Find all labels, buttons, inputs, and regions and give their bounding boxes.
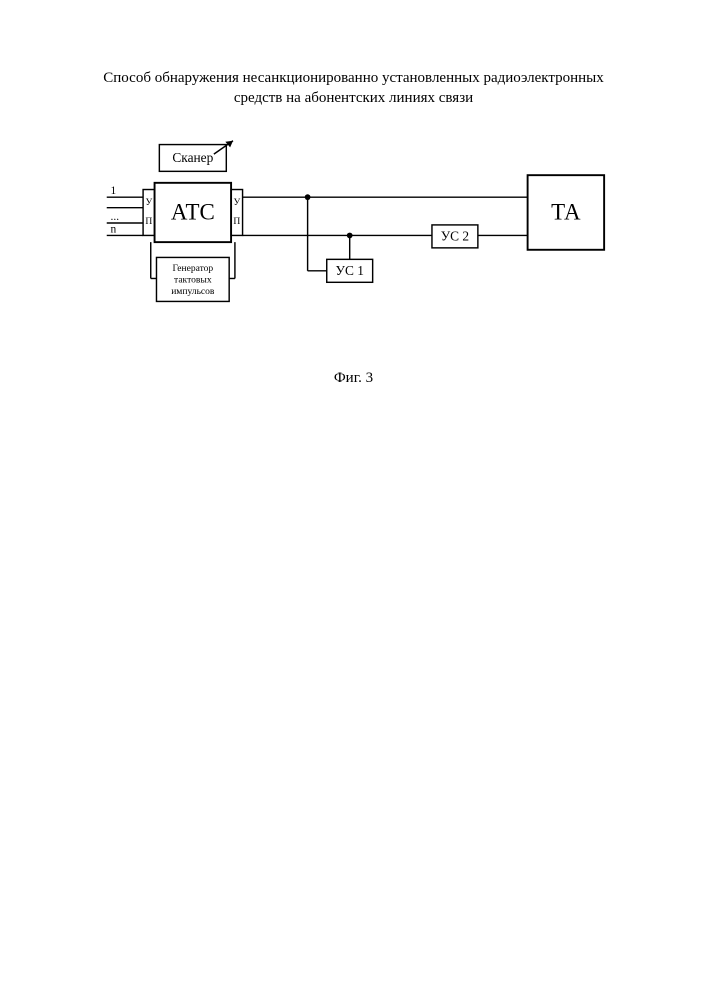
figure-caption-text: Фиг. 3 [334, 370, 373, 386]
svg-text:тактовых: тактовых [174, 275, 212, 286]
svg-text:П: П [233, 216, 240, 227]
page-title: Способ обнаружения несанкционированно ус… [0, 68, 707, 109]
title-line-1: Способ обнаружения несанкционированно ус… [103, 70, 604, 86]
svg-text:ТА: ТА [551, 200, 581, 225]
title-line-2: средств на абонентских линиях связи [234, 90, 473, 106]
svg-text:...: ... [111, 211, 120, 223]
svg-text:У: У [233, 197, 240, 208]
figure-caption: Фиг. 3 [0, 370, 707, 387]
svg-text:Генератор: Генератор [172, 263, 213, 274]
svg-text:УС 1: УС 1 [335, 263, 363, 278]
svg-text:П: П [145, 216, 152, 227]
block-diagram: 1...nСканерУПАТСУПГенератортактовыхимпул… [95, 135, 635, 355]
svg-text:УС 2: УС 2 [441, 228, 469, 243]
svg-text:импульсов: импульсов [171, 286, 215, 297]
svg-text:Сканер: Сканер [172, 150, 213, 165]
svg-text:АТС: АТС [171, 200, 215, 225]
svg-text:1: 1 [111, 185, 117, 197]
svg-text:n: n [111, 223, 117, 235]
svg-text:У: У [145, 197, 152, 208]
